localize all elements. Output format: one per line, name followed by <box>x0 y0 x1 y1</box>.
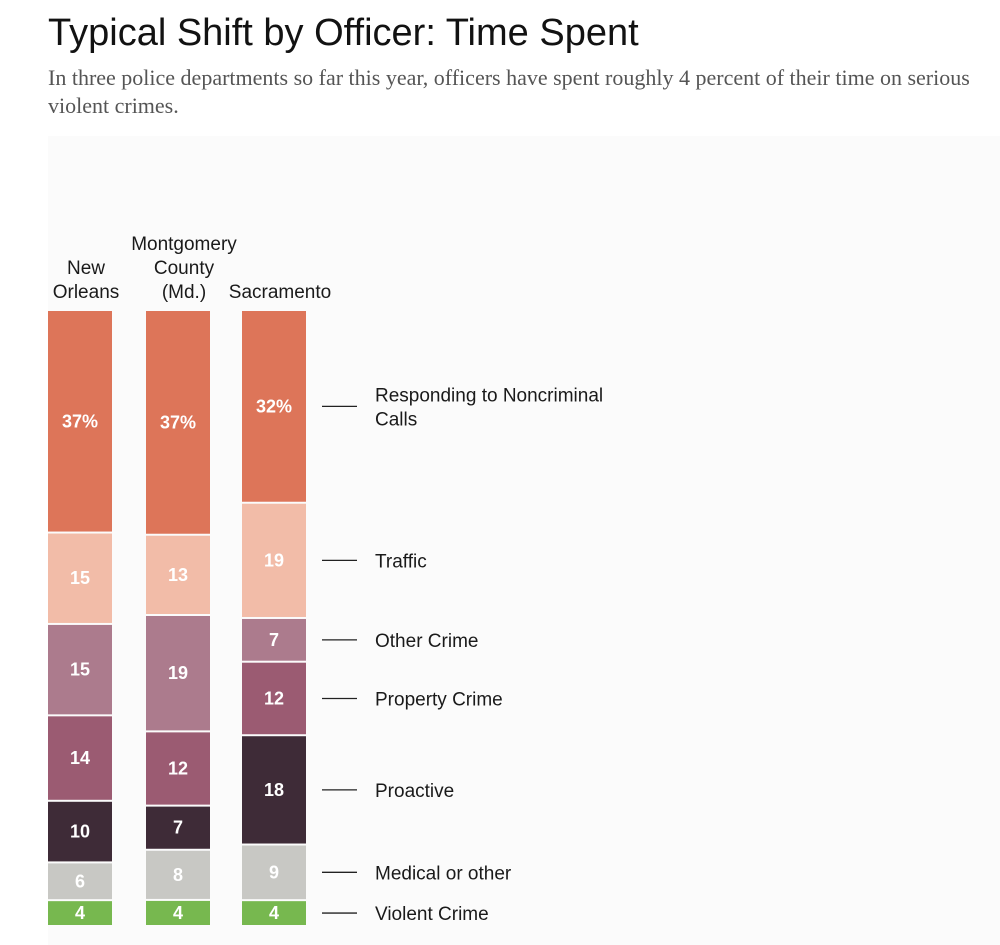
bar-segment <box>242 901 306 925</box>
bar-segment <box>146 850 210 899</box>
bar-segment <box>48 801 112 862</box>
bar-segment <box>146 900 210 925</box>
column-label: New <box>67 258 105 279</box>
segment-value-label: 12 <box>264 688 284 708</box>
segment-value-label: 14 <box>70 748 90 768</box>
segment-value-label: 32% <box>256 396 292 416</box>
segment-value-label: 15 <box>70 568 90 588</box>
bar-segment <box>242 845 306 900</box>
bar-segment <box>242 503 306 617</box>
segment-value-label: 37% <box>160 412 196 432</box>
segment-value-label: 15 <box>70 660 90 680</box>
bar-segment <box>146 732 210 805</box>
column-label: (Md.) <box>162 282 206 303</box>
segment-value-label: 10 <box>70 822 90 842</box>
segment-value-label: 18 <box>264 780 284 800</box>
segment-value-label: 4 <box>173 903 183 923</box>
bar-segment <box>242 618 306 661</box>
column-1: Montgomery County (Md.) 37% 13 19 12 7 8 4 <box>131 234 237 925</box>
column-0: New Orleans 37% 15 15 14 10 6 4 <box>48 258 119 925</box>
bar-segment <box>48 901 112 925</box>
column-2: Sacramento 32% 19 7 12 18 9 4 <box>229 282 331 925</box>
chart-subtitle: In three police departments so far this … <box>48 65 970 118</box>
bar-segment <box>146 535 210 614</box>
chart-title: Typical Shift by Officer: Time Spent <box>48 12 639 54</box>
bar-segment <box>48 863 112 900</box>
category-label: Medical or other <box>375 863 512 884</box>
category-label: Traffic <box>375 551 427 572</box>
segment-value-label: 4 <box>75 903 85 923</box>
bar-segment <box>146 806 210 849</box>
bar-segment <box>48 533 112 623</box>
segment-value-label: 9 <box>269 862 279 882</box>
segment-value-label: 37% <box>62 411 98 431</box>
segment-value-label: 6 <box>75 871 85 891</box>
column-label: Sacramento <box>229 282 331 303</box>
segment-value-label: 13 <box>168 565 188 585</box>
segment-value-label: 4 <box>269 903 279 923</box>
bar-segment <box>242 662 306 735</box>
bar-segment <box>242 736 306 844</box>
bar-segment <box>48 716 112 800</box>
bar-segment <box>146 616 210 731</box>
segment-value-label: 7 <box>173 818 183 838</box>
segment-value-label: 8 <box>173 865 183 885</box>
category-label: Responding to Noncriminal <box>375 385 603 406</box>
bar-segment <box>242 311 306 502</box>
category-label: Property Crime <box>375 689 503 710</box>
category-label: Calls <box>375 409 417 430</box>
bar-segment <box>146 311 210 534</box>
segment-value-label: 12 <box>168 759 188 779</box>
category-label: Other Crime <box>375 631 478 652</box>
column-label: County <box>154 258 215 279</box>
column-label: Montgomery <box>131 234 237 255</box>
category-legend: Responding to Noncriminal Calls Traffic Oth… <box>322 385 603 925</box>
bar-segment <box>48 311 112 532</box>
segment-value-label: 19 <box>168 663 188 683</box>
segment-value-label: 19 <box>264 550 284 570</box>
bar-segment <box>48 624 112 715</box>
column-label: Orleans <box>53 282 120 303</box>
category-label: Proactive <box>375 781 454 802</box>
segment-value-label: 7 <box>269 630 279 650</box>
category-label: Violent Crime <box>375 904 489 925</box>
